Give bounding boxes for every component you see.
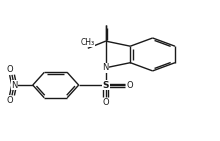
Text: O: O: [103, 98, 109, 107]
Text: N: N: [11, 81, 17, 90]
Text: O: O: [7, 65, 14, 74]
Text: S: S: [103, 81, 109, 90]
Text: O: O: [7, 96, 14, 105]
Text: N: N: [102, 63, 108, 72]
Text: O: O: [126, 81, 133, 90]
Text: CH₃: CH₃: [81, 38, 95, 47]
